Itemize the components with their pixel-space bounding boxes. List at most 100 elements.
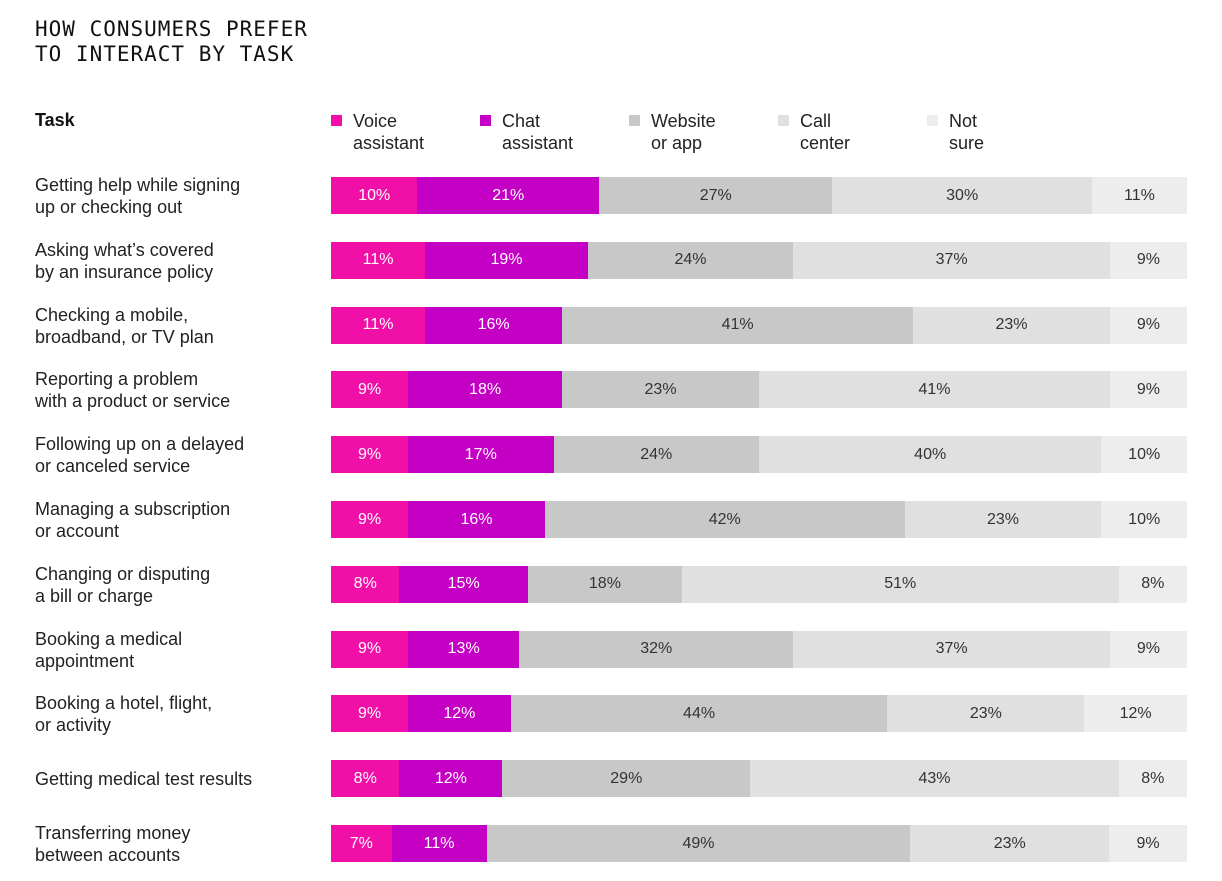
data-label: 9% — [357, 510, 382, 528]
legend-label: Not sure — [949, 111, 985, 153]
category-label: Managing a subscription or account — [35, 499, 231, 541]
bar-segment: 8% — [1118, 760, 1187, 798]
bar-segment: 27% — [599, 177, 833, 214]
legend-label: Call center — [800, 111, 851, 153]
data-label: 9% — [1136, 251, 1161, 269]
bar-segment: 11% — [331, 241, 426, 279]
bar-segment: 51% — [681, 565, 1119, 603]
data-label: 23% — [995, 316, 1028, 334]
stacked-bar: 9% 16% 42% 23% 10% — [331, 501, 1187, 538]
bar-segment: 9% — [1109, 306, 1187, 344]
data-label: 43% — [918, 769, 951, 787]
stacked-bar: 7% 11% 49% 23% 9% — [331, 825, 1187, 862]
bar-segment: 9% — [331, 436, 409, 474]
bar-segment: 23% — [910, 825, 1110, 862]
data-label: 9% — [357, 445, 382, 463]
data-label: 49% — [682, 834, 715, 852]
bar-segment: 24% — [553, 436, 759, 474]
bar-segment: 24% — [587, 241, 794, 279]
bar-segment: 21% — [417, 177, 600, 214]
bar-segment: 7% — [331, 825, 392, 862]
bar-segment: 9% — [331, 501, 409, 538]
bar-segment: 23% — [887, 695, 1085, 733]
data-label: 8% — [353, 575, 377, 593]
data-label: 9% — [1136, 380, 1161, 398]
legend-label: Website or app — [651, 111, 716, 153]
stacked-bar: 9% 13% 32% 37% 9% — [331, 630, 1187, 668]
data-label: 51% — [884, 575, 917, 593]
chart-title: HOW CONSUMERS PREFER TO INTERACT BY TASK — [35, 17, 308, 66]
stacked-bar: 9% 17% 24% 40% 10% — [331, 436, 1187, 474]
data-label: 41% — [918, 380, 951, 398]
data-label: 10% — [1128, 445, 1161, 463]
data-label: 23% — [986, 510, 1019, 528]
category-label: Reporting a problem with a product or se… — [35, 369, 231, 412]
bar-segment: 12% — [408, 695, 511, 733]
legend-label: Voice assistant — [353, 111, 425, 153]
data-label: 9% — [1136, 316, 1161, 334]
legend-swatch — [331, 115, 342, 126]
category-label: Changing or disputing a bill or charge — [35, 563, 211, 606]
data-label: 37% — [935, 640, 968, 658]
bar-segment: 37% — [793, 241, 1110, 279]
legend-label: Chat assistant — [502, 111, 574, 153]
data-label: 7% — [349, 834, 373, 852]
bar-segment: 15% — [399, 565, 528, 603]
legend-swatch — [480, 115, 491, 126]
bar-segment: 9% — [331, 695, 409, 733]
bar-segment: 29% — [502, 760, 751, 798]
data-label: 17% — [464, 445, 497, 463]
data-label: 8% — [1141, 769, 1165, 787]
data-label: 24% — [674, 251, 707, 269]
bar-segment: 8% — [1118, 565, 1187, 603]
category-label: Asking what’s covered by an insurance po… — [35, 239, 214, 282]
bar-segment: 11% — [391, 825, 487, 862]
stacked-bar: 11% 19% 24% 37% 9% — [331, 241, 1187, 279]
data-label: 10% — [1128, 510, 1161, 528]
data-label: 8% — [1141, 575, 1165, 593]
data-label: 12% — [443, 704, 476, 722]
bar-segment: 16% — [425, 306, 563, 344]
data-label: 42% — [708, 510, 741, 528]
category-label: Transferring money between accounts — [35, 823, 191, 865]
bar-segment: 40% — [759, 436, 1102, 474]
bar-segment: 9% — [1109, 630, 1187, 668]
data-label: 27% — [699, 186, 732, 204]
bar-segment: 9% — [331, 630, 409, 668]
data-label: 10% — [358, 186, 391, 204]
bar-segment: 41% — [759, 371, 1110, 409]
data-label: 23% — [993, 834, 1026, 852]
category-label: Getting help while signing up or checkin… — [35, 175, 241, 217]
data-label: 9% — [1136, 640, 1161, 658]
data-label: 11% — [362, 251, 394, 269]
data-label: 11% — [1124, 186, 1155, 204]
bar-segment: 12% — [1084, 695, 1187, 733]
bar-segment: 23% — [904, 501, 1102, 538]
data-label: 11% — [362, 316, 394, 334]
bar-segment: 18% — [408, 371, 563, 409]
data-label: 18% — [469, 380, 502, 398]
data-label: 9% — [1136, 834, 1160, 852]
data-label: 12% — [434, 769, 467, 787]
bar-segment: 23% — [913, 306, 1110, 344]
data-label: 9% — [357, 380, 382, 398]
data-label: 11% — [423, 834, 455, 852]
stacked-bar: 11% 16% 41% 23% 9% — [331, 306, 1187, 344]
bar-segment: 11% — [331, 306, 426, 344]
bar-segment: 18% — [527, 565, 682, 603]
data-label: 29% — [610, 769, 643, 787]
data-label: 15% — [447, 575, 480, 593]
bar-segment: 17% — [408, 436, 554, 474]
data-label: 30% — [946, 186, 979, 204]
bar-segment: 10% — [331, 177, 418, 214]
data-label: 12% — [1119, 704, 1152, 722]
bar-segment: 11% — [1091, 177, 1187, 214]
bar-segment: 44% — [510, 695, 888, 733]
bar-segment: 13% — [408, 630, 520, 668]
category-label: Getting medical test results — [35, 769, 253, 790]
stacked-bar: 8% 15% 18% 51% 8% — [331, 565, 1187, 603]
data-label: 44% — [683, 704, 716, 722]
bar-segment: 12% — [399, 760, 503, 798]
bar-segment: 9% — [1109, 241, 1187, 279]
stacked-bar: 10% 21% 27% 30% 11% — [331, 177, 1187, 214]
